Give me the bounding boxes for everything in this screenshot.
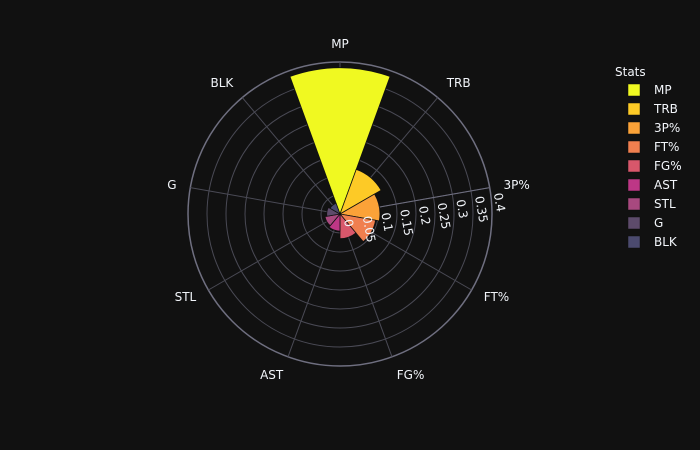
angular-label: STL	[175, 290, 197, 304]
angular-label: BLK	[211, 76, 235, 90]
angular-label: TRB	[446, 76, 471, 90]
angular-label: 3P%	[503, 178, 529, 192]
bar-3p-pct[interactable]	[338, 193, 381, 222]
legend-label: STL	[654, 197, 676, 211]
grid-spoke	[241, 97, 341, 215]
grid-spoke	[190, 187, 341, 215]
angular-label: MP	[331, 37, 349, 51]
legend-swatch	[627, 197, 641, 211]
legend-item[interactable]: AST	[627, 178, 678, 192]
legend-label: MP	[654, 83, 672, 97]
radial-tick-label: 0.2	[416, 205, 433, 226]
bar-ast[interactable]	[328, 212, 341, 232]
legend-item[interactable]: MP	[627, 83, 672, 97]
legend-item[interactable]: G	[627, 216, 663, 230]
grid-spoke	[287, 213, 341, 358]
radial-tick-label: 0.3	[453, 198, 470, 219]
radial-tick-label: 0	[341, 218, 356, 228]
legend-item[interactable]: TRB	[627, 102, 678, 116]
legend-label: AST	[654, 178, 678, 192]
angular-label: AST	[260, 368, 284, 382]
legend-swatch	[627, 216, 641, 230]
bar-trb[interactable]	[339, 168, 382, 215]
bar-ft-pct[interactable]	[338, 213, 377, 243]
legend-item[interactable]: 3P%	[627, 121, 680, 135]
radial-tick-label: 0.35	[472, 195, 490, 224]
legend-swatch	[627, 178, 641, 192]
legend-label: FT%	[654, 140, 679, 154]
polar-bars	[289, 67, 391, 243]
grid-spoke	[339, 213, 393, 358]
legend-label: 3P%	[654, 121, 680, 135]
angular-label: G	[167, 178, 176, 192]
bar-stl[interactable]	[324, 213, 342, 227]
legend-label: BLK	[654, 235, 678, 249]
legend-swatch	[627, 83, 641, 97]
legend-swatch	[627, 140, 641, 154]
angular-label: FG%	[397, 368, 425, 382]
bar-blk[interactable]	[329, 202, 341, 215]
radial-tick-label: 0.05	[360, 215, 378, 244]
legend-item[interactable]: FG%	[627, 159, 682, 173]
legend-swatch	[627, 159, 641, 173]
legend[interactable]: Stats MP TRB 3P% FT% FG% AST STL G BLK	[615, 65, 682, 249]
radial-tick-label: 0.4	[491, 192, 508, 213]
legend-label: TRB	[653, 102, 678, 116]
legend-label: G	[654, 216, 663, 230]
angular-axis-labels: MP TRB 3P% FT% FG% AST STL G BLK	[167, 37, 530, 382]
legend-swatch	[627, 235, 641, 249]
radial-tick-label: 0.15	[397, 208, 415, 237]
bar-fg-pct[interactable]	[339, 212, 357, 240]
legend-item[interactable]: FT%	[627, 140, 679, 154]
radial-axis-ticks: 0 0.05 0.1 0.15 0.2 0.25 0.3 0.35 0.4	[341, 192, 508, 244]
legend-title: Stats	[615, 65, 646, 79]
legend-item[interactable]: STL	[627, 197, 676, 211]
legend-item[interactable]: BLK	[627, 235, 678, 249]
legend-swatch	[627, 102, 641, 116]
grid-spoke	[208, 213, 341, 291]
bar-mp[interactable]	[289, 67, 391, 216]
angular-label: FT%	[484, 290, 509, 304]
radial-tick-label: 0.25	[435, 202, 453, 231]
legend-label: FG%	[654, 159, 682, 173]
legend-swatch	[627, 121, 641, 135]
radial-tick-label: 0.1	[378, 211, 395, 232]
bar-g[interactable]	[326, 206, 342, 217]
